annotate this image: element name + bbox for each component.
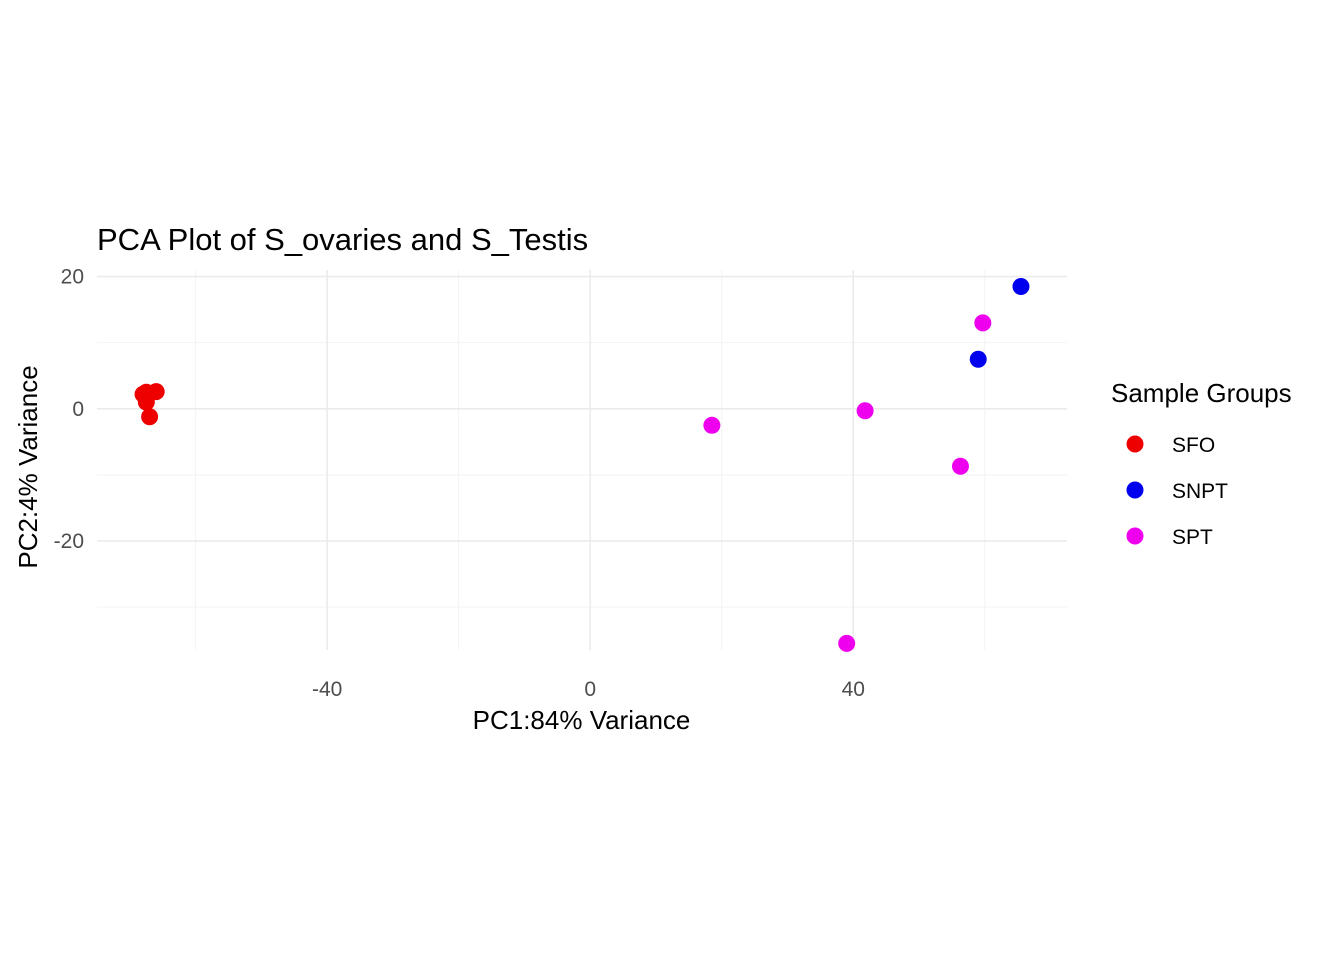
legend-items: SFO SNPT SPT	[1126, 434, 1228, 549]
data-point-spt	[951, 457, 969, 475]
y-tick-label: 0	[72, 398, 84, 421]
legend-key-spt	[1126, 527, 1144, 545]
data-point-spt	[974, 314, 992, 332]
data-point-spt	[838, 634, 856, 652]
legend-key-snpt	[1126, 481, 1144, 499]
y-axis-title: PC2:4% Variance	[13, 365, 43, 568]
data-point-spt	[703, 416, 721, 434]
x-axis-title: PC1:84% Variance	[473, 705, 691, 735]
data-point-sfo	[141, 408, 159, 426]
y-tick-label: -20	[54, 530, 84, 553]
legend-key-sfo	[1126, 435, 1144, 453]
x-tick-label: 40	[842, 678, 865, 701]
chart-title: PCA Plot of S_ovaries and S_Testis	[97, 222, 588, 257]
legend-label-sfo: SFO	[1172, 434, 1215, 457]
legend-title: Sample Groups	[1111, 378, 1292, 408]
legend-label-spt: SPT	[1172, 526, 1213, 549]
x-tick-label: -40	[312, 678, 342, 701]
data-point-sfo	[137, 393, 155, 411]
tick-labels: -40 0 40 -20 0 20	[54, 266, 865, 701]
grid-lines	[97, 270, 1067, 650]
legend-label-snpt: SNPT	[1172, 480, 1228, 503]
data-points	[134, 278, 1030, 652]
data-point-snpt	[969, 350, 987, 368]
legend: Sample Groups SFO SNPT SPT	[1111, 378, 1292, 549]
y-tick-label: 20	[61, 266, 84, 289]
data-point-spt	[856, 402, 874, 420]
data-point-snpt	[1012, 278, 1030, 296]
x-tick-label: 0	[584, 678, 596, 701]
